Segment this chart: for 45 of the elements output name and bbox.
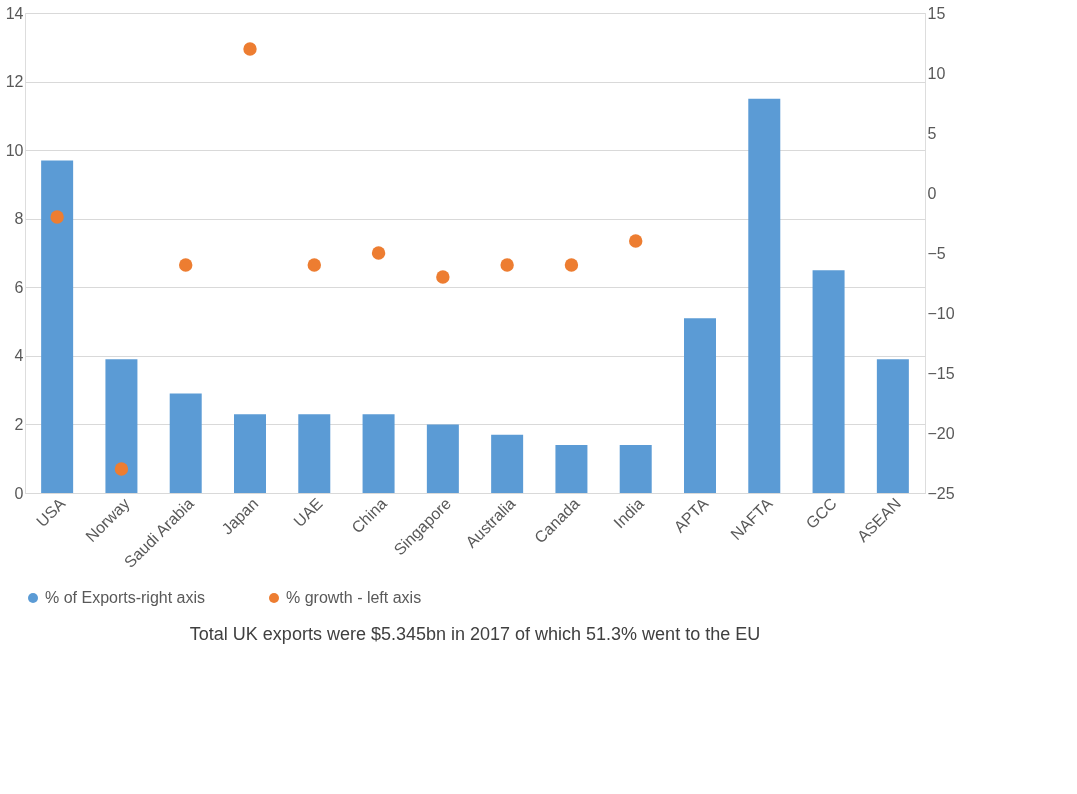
bar: [41, 160, 74, 493]
y-tick-label: 14: [5, 4, 24, 22]
point: [500, 258, 514, 272]
bar: [169, 393, 202, 493]
legend-label: % growth - left axis: [286, 589, 422, 606]
y2-tick-label: 15: [927, 4, 946, 22]
point: [114, 462, 129, 476]
y2-tick-label: 5: [927, 124, 937, 142]
bar: [812, 270, 845, 493]
bar: [491, 434, 524, 493]
bar: [619, 445, 652, 493]
y-tick-label: 2: [14, 415, 24, 433]
point: [243, 42, 257, 56]
y2-tick-label: −15: [927, 364, 955, 382]
bar: [684, 318, 716, 493]
y2-tick-label: 10: [927, 64, 946, 82]
y2-tick-label: 0: [927, 184, 937, 202]
y-tick-label: 4: [14, 347, 24, 365]
y2-tick-label: −20: [927, 424, 955, 442]
text: Total UK exports were $5.345bn in 2017 of which 51.3% went to the EU: [189, 624, 761, 644]
y2-tick-label: −25: [927, 484, 955, 502]
point: [564, 258, 579, 272]
point: [179, 258, 193, 272]
bar: [876, 359, 909, 493]
bar: [362, 414, 395, 493]
bar: [748, 98, 781, 493]
point: [629, 234, 643, 248]
bar: [105, 359, 138, 493]
bar: [298, 414, 331, 493]
point: [50, 210, 64, 224]
bar: [555, 445, 588, 493]
y-tick-label: 6: [14, 278, 24, 296]
y-tick-label: 8: [14, 210, 24, 228]
y2-tick-label: −5: [927, 244, 946, 262]
y-tick-label: 10: [5, 141, 24, 159]
point: [371, 246, 386, 260]
point: [307, 258, 321, 272]
legend-label: % of Exports-right axis: [45, 589, 206, 606]
bar: [234, 414, 266, 493]
point: [436, 270, 450, 284]
y2-tick-label: −10: [927, 304, 955, 322]
y-tick-label: 0: [14, 484, 24, 502]
bar: [426, 424, 459, 493]
x-tick-label: USA: [33, 494, 69, 531]
y-tick-label: 12: [5, 73, 24, 91]
